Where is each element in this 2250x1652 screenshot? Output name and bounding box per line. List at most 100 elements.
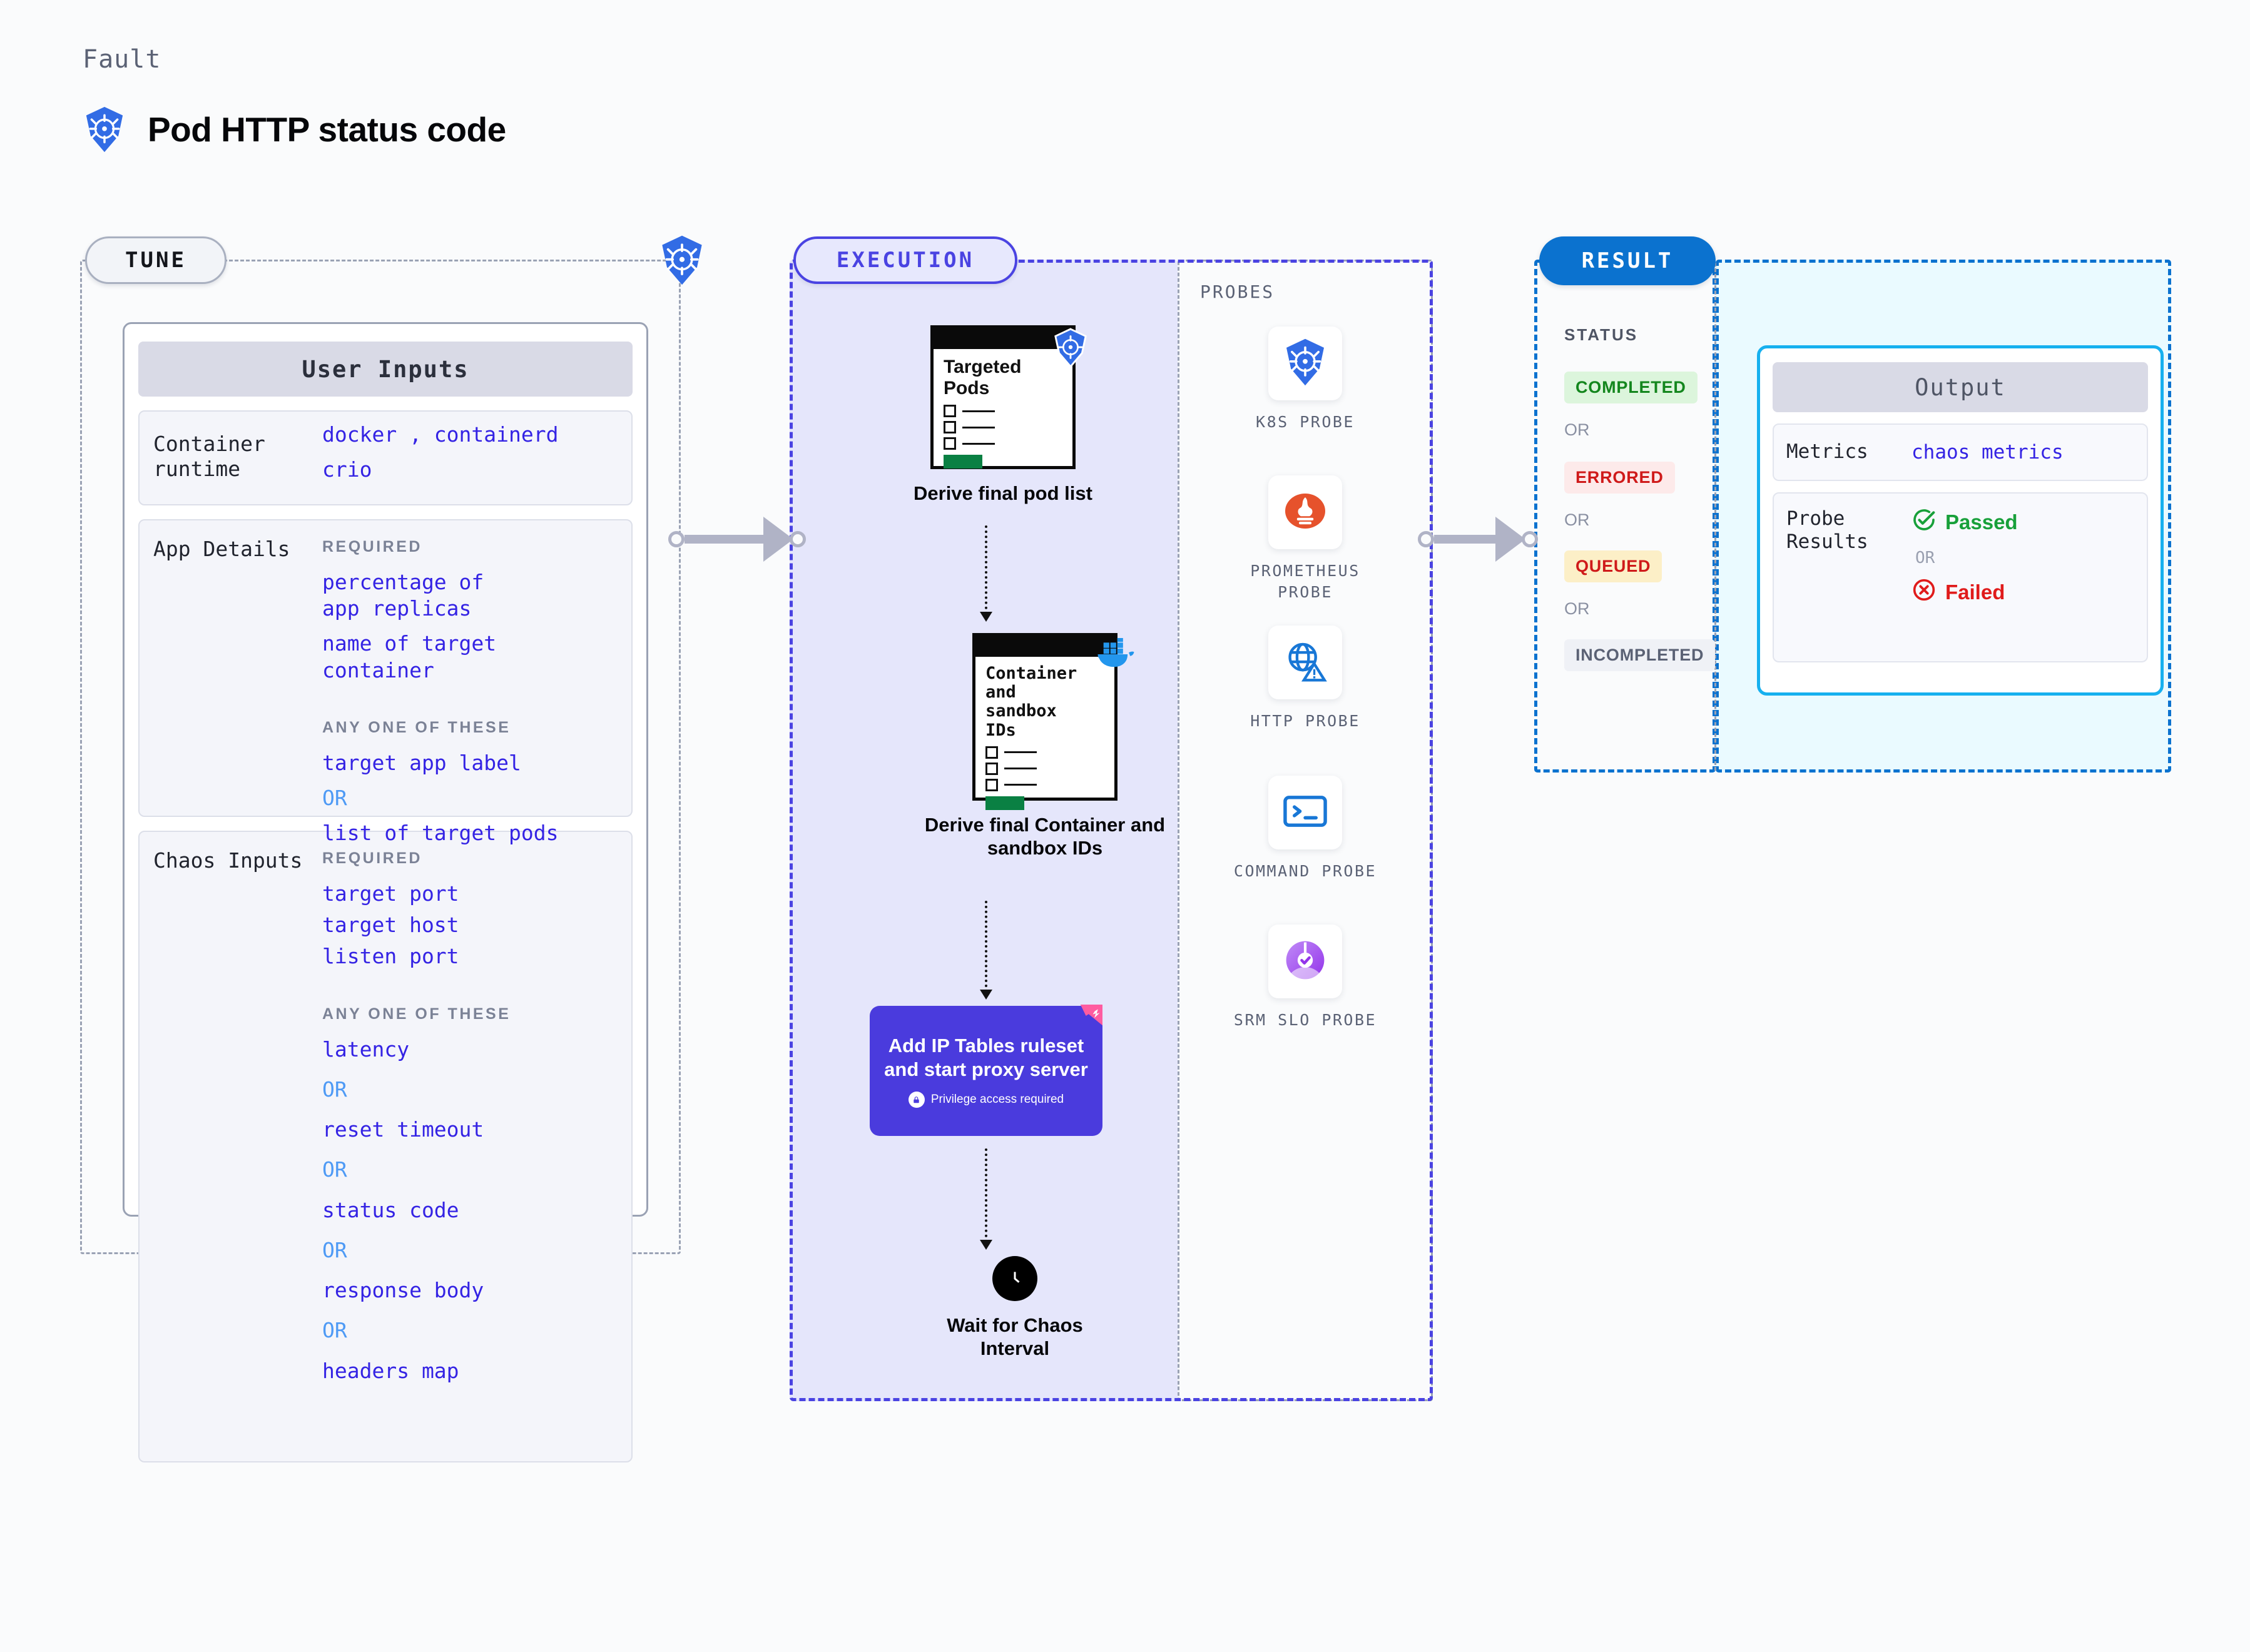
value-separator-or: OR (322, 1157, 347, 1182)
status-bar-green (985, 796, 1024, 810)
group-heading-required: REQUIRED (322, 538, 422, 555)
probe-command[interactable]: COMMAND PROBE (1230, 776, 1380, 882)
output-row-probe-results: Probe Results Passed OR (1773, 492, 2148, 662)
status-badge-queued: QUEUED (1564, 550, 1662, 582)
flow-arrowhead (980, 1240, 992, 1250)
probe-result-failed-label: Failed (1945, 580, 2005, 604)
line-placeholder (962, 442, 995, 445)
execution-node-container-sandbox-ids: Container and sandbox IDs Derive final C… (914, 633, 1176, 859)
tune-group-app-details: App Details REQUIRED percentage of app r… (138, 519, 633, 845)
group-heading-required: REQUIRED (322, 849, 422, 867)
stage-badge-tune[interactable]: TUNE (85, 236, 227, 284)
group-heading-anyone: ANY ONE OF THESE (322, 1005, 511, 1023)
privilege-note: Privilege access required (908, 1092, 1064, 1108)
probe-result-values: Passed OR Failed (1911, 507, 2018, 607)
probe-label: SRM SLO PROBE (1233, 1011, 1377, 1029)
checklist-row (943, 437, 1072, 450)
output-row-value: chaos metrics (1911, 441, 2064, 464)
value-item: status code (322, 1197, 459, 1222)
litmus-icon (1070, 1005, 1102, 1036)
probe-k8s[interactable]: K8S PROBE (1230, 327, 1380, 433)
value-item: crio (322, 457, 372, 482)
checklist-row (943, 405, 1072, 418)
fault-eyebrow: Fault (83, 45, 161, 74)
page-title-row: Pod HTTP status code (83, 105, 506, 154)
flow-connector (985, 901, 987, 992)
probe-label: COMMAND PROBE (1233, 862, 1377, 880)
status-badge-completed: COMPLETED (1564, 372, 1698, 403)
checklist-row (985, 762, 1114, 775)
status-heading: STATUS (1564, 325, 1639, 344)
result-inner-divider (1714, 263, 1716, 771)
node-caption: Derive final Container and sandbox IDs (924, 814, 1166, 859)
kubernetes-icon (83, 105, 126, 154)
probe-result-separator-or: OR (1915, 549, 1935, 567)
checkbox-icon (985, 762, 998, 775)
probe-http[interactable]: HTTP PROBE (1230, 626, 1380, 732)
page-title: Pod HTTP status code (148, 110, 506, 149)
status-badge-errored: ERRORED (1564, 462, 1675, 494)
stage-badge-result[interactable]: RESULT (1539, 236, 1716, 285)
connector-endpoint (668, 531, 685, 547)
value-item: target port (322, 881, 459, 906)
tune-group-values: REQUIRED target port target host listen … (322, 848, 618, 1393)
probe-srm-slo[interactable]: SRM SLO PROBE (1230, 925, 1380, 1031)
value-item: headers map (322, 1358, 459, 1383)
status-separator-or: OR (1564, 420, 1590, 439)
node-caption: Derive final pod list (914, 482, 1092, 504)
probes-label: PROBES (1200, 281, 1275, 302)
probe-result-failed: Failed (1911, 577, 2018, 607)
line-placeholder (1004, 784, 1037, 786)
value-separator-or: OR (322, 1318, 347, 1343)
terminal-icon (1282, 792, 1328, 834)
user-inputs-title: User Inputs (138, 342, 633, 397)
value-item: target app label (322, 750, 521, 775)
value-item: reset timeout (322, 1117, 484, 1142)
privilege-note-text: Privilege access required (930, 1093, 1064, 1107)
tune-group-values: docker , containerd crio (322, 422, 618, 492)
connector-tune-to-execution (668, 517, 806, 562)
card-title: Container and sandbox IDs (985, 664, 1077, 740)
output-row-label: Probe Results (1786, 507, 1868, 554)
value-item: name of target container (322, 631, 497, 682)
x-circle-icon (1911, 577, 1937, 607)
container-sandbox-card: Container and sandbox IDs (972, 633, 1134, 810)
probe-prometheus[interactable]: PROMETHEUS PROBE (1230, 475, 1380, 603)
value-separator-or: OR (322, 1237, 347, 1262)
connector-line (1434, 535, 1497, 544)
line-placeholder (1004, 751, 1037, 754)
probe-tile[interactable] (1268, 475, 1342, 549)
checkbox-icon (985, 778, 998, 791)
lock-icon (908, 1092, 925, 1108)
probe-label: HTTP PROBE (1250, 712, 1360, 730)
checkbox-icon (985, 746, 998, 759)
checkbox-icon (943, 405, 956, 418)
line-placeholder (962, 426, 995, 428)
tune-group-label: App Details (153, 537, 290, 561)
probe-label: K8S PROBE (1256, 413, 1355, 431)
probe-result-passed: Passed (1911, 507, 2018, 537)
probe-tile[interactable] (1268, 776, 1342, 849)
probe-tile[interactable] (1268, 327, 1342, 400)
stage-badge-execution[interactable]: EXECUTION (793, 236, 1017, 284)
checklist-row (943, 421, 1072, 434)
checklist-row (985, 778, 1114, 791)
probe-tile[interactable] (1268, 626, 1342, 699)
value-item: target host (322, 913, 459, 938)
status-separator-or: OR (1564, 599, 1590, 618)
flow-arrowhead (980, 990, 992, 1000)
probe-tile[interactable] (1268, 925, 1342, 998)
tune-group-label: Container runtime (153, 431, 265, 481)
execution-node-wait-for-chaos-interval: Wait for Chaos Interval (921, 1256, 1109, 1360)
connector-arrowhead (1495, 517, 1525, 562)
value-item: latency (322, 1036, 410, 1062)
output-row-metrics: Metrics chaos metrics (1773, 423, 2148, 481)
output-title: Output (1773, 362, 2148, 412)
checklist-row (985, 746, 1114, 759)
connector-arrowhead (763, 517, 793, 562)
execution-node-add-ip-tables: Add IP Tables ruleset and start proxy se… (870, 1005, 1102, 1136)
output-row-label: Metrics (1786, 440, 1868, 464)
value-separator-or: OR (322, 1077, 347, 1102)
kubernetes-icon (1282, 338, 1328, 390)
